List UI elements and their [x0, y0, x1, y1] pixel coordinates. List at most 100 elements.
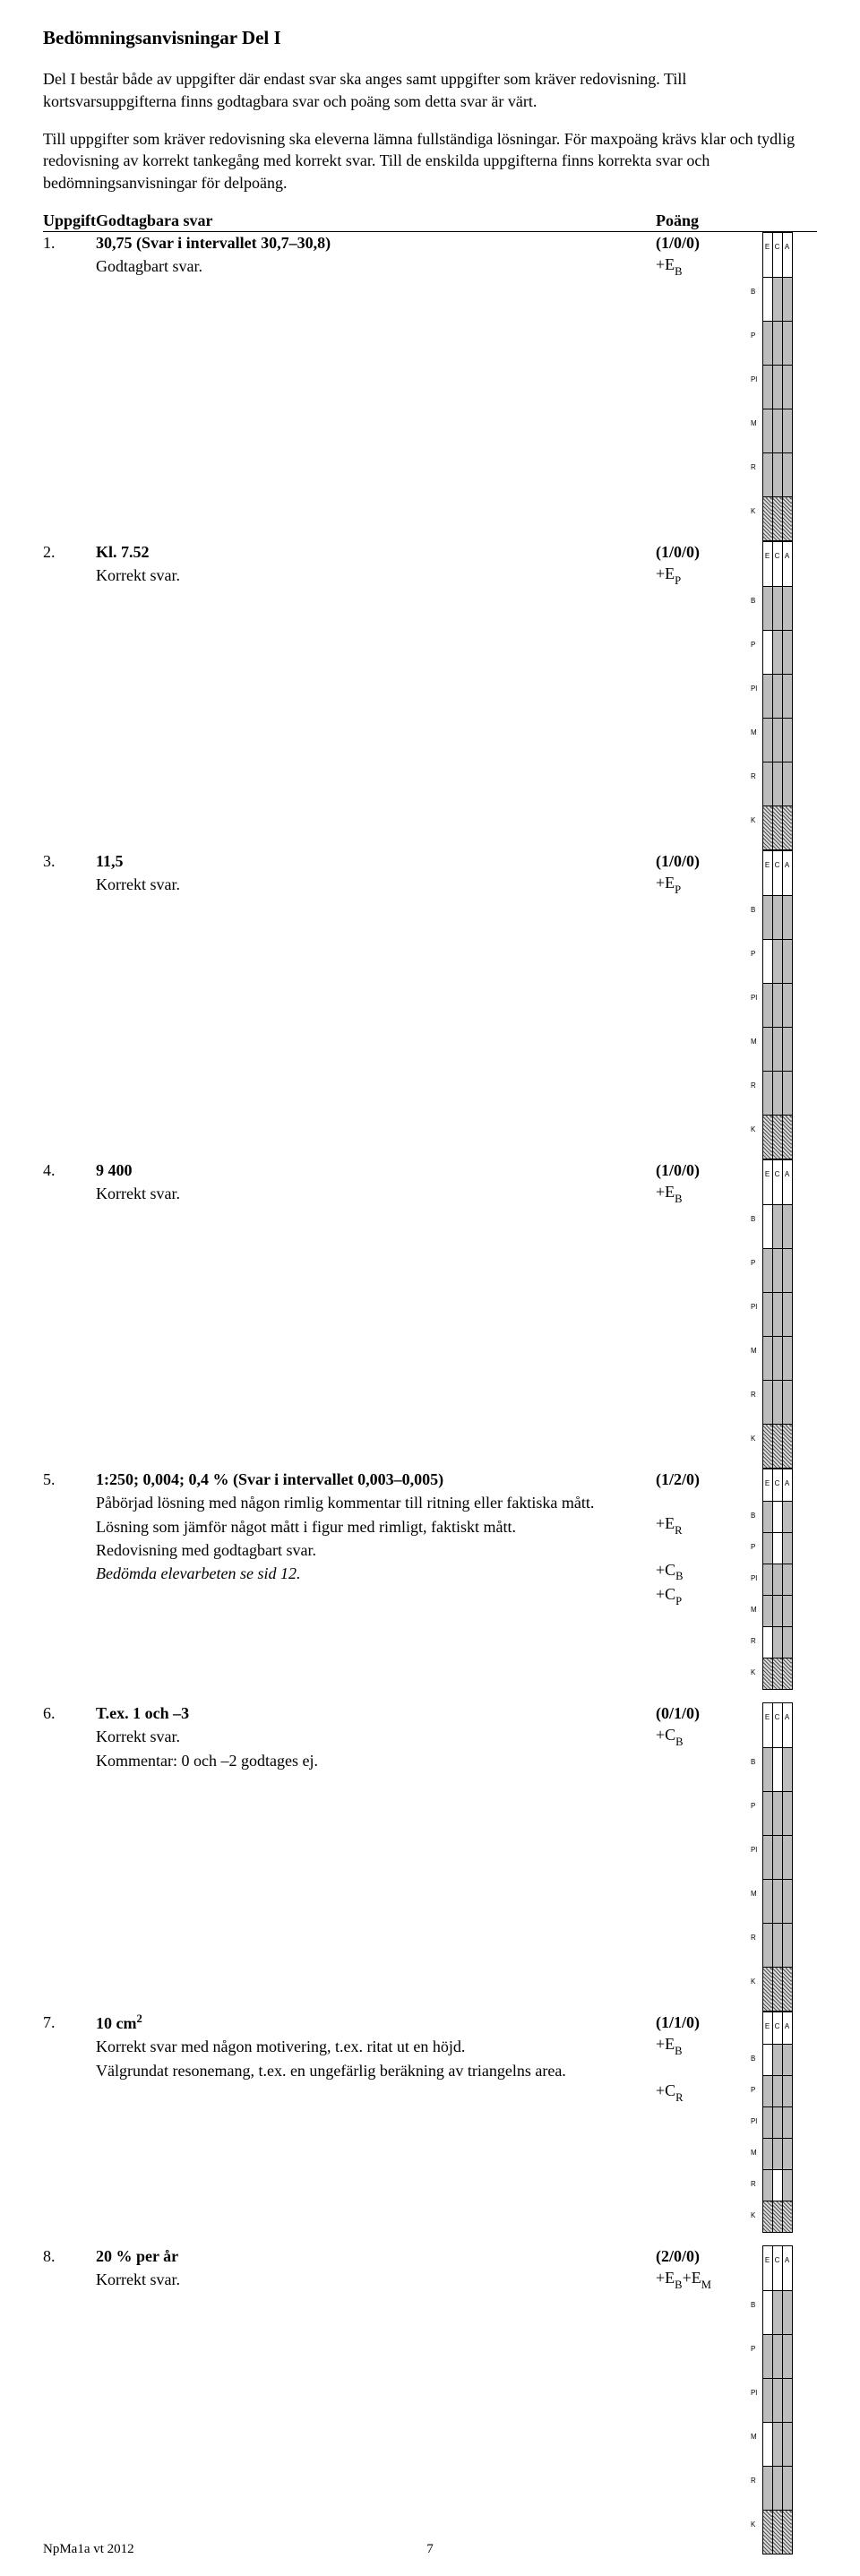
- grid-cell: [762, 2201, 772, 2233]
- grid-cell: [772, 497, 782, 541]
- grid-cell: [772, 1337, 782, 1381]
- grid-rowlabel-P: P: [751, 2076, 762, 2107]
- grid-cell: [772, 2045, 782, 2076]
- grid-head-C: C: [772, 2012, 782, 2045]
- grid-cell: [772, 940, 782, 984]
- grid-cell: [772, 1968, 782, 2012]
- row-num: 5.: [43, 1469, 96, 1702]
- footer-left: NpMa1a vt 2012: [43, 2542, 134, 2556]
- grid-head-A: A: [782, 2246, 792, 2291]
- grid-head-C: C: [772, 851, 782, 896]
- grid-rowlabel-P: P: [751, 1792, 762, 1836]
- grid-cell: [782, 2423, 792, 2467]
- grid-rowlabel-R: R: [751, 453, 762, 497]
- grid-cell: [762, 675, 772, 719]
- grid-rowlabel-P: P: [751, 940, 762, 984]
- grid-cell: [772, 1502, 782, 1533]
- row-grid: ECABPPlMRK: [745, 541, 817, 850]
- grid-rowlabel-B: B: [751, 278, 762, 322]
- task-title: 1:250; 0,004; 0,4 % (Svar i intervallet …: [96, 1469, 656, 1490]
- points-line: +EB: [656, 1181, 745, 1206]
- grid-cell: [782, 1533, 792, 1564]
- grid-cell: [762, 940, 772, 984]
- grid-cell: [772, 1116, 782, 1159]
- intro-para-1: Del I består både av uppgifter där endas…: [43, 68, 817, 112]
- grid-cell: [762, 1658, 772, 1690]
- task-line: Lösning som jämför något mått i figur me…: [96, 1516, 656, 1538]
- grid-cell: [772, 1564, 782, 1596]
- grid-head-E: E: [762, 1160, 772, 1205]
- grid-rowlabel-M: M: [751, 1880, 762, 1924]
- grid-rowlabel-B: B: [751, 1748, 762, 1792]
- grid-cell: [762, 1880, 772, 1924]
- grid-cell: [772, 2170, 782, 2201]
- table-row: 3.11,5Korrekt svar.(1/0/0)+EPECABPPlMRK: [43, 850, 817, 1159]
- th-grid: [745, 210, 817, 232]
- row-task: 1:250; 0,004; 0,4 % (Svar i intervallet …: [96, 1469, 656, 1702]
- grid-rowlabel-M: M: [751, 1337, 762, 1381]
- row-grid: ECABPPlMRK: [745, 850, 817, 1159]
- grid-cell: [782, 2076, 792, 2107]
- grid-head-C: C: [772, 542, 782, 587]
- row-task: 20 % per årKorrekt svar.: [96, 2245, 656, 2554]
- grid-rowlabel-Pl: Pl: [751, 1564, 762, 1596]
- grid-rowlabel-R: R: [751, 1072, 762, 1116]
- row-grid: ECABPPlMRK: [745, 232, 817, 542]
- grid-cell: [762, 2379, 772, 2423]
- task-line: Välgrundat resonemang, t.ex. en ungefärl…: [96, 2060, 656, 2081]
- row-points: (1/1/0)+EB +CR: [656, 2012, 745, 2245]
- grid-cell: [782, 1596, 792, 1627]
- row-task: 9 400Korrekt svar.: [96, 1159, 656, 1469]
- grid-rowlabel-Pl: Pl: [751, 1293, 762, 1337]
- grid-rowlabel-M: M: [751, 409, 762, 453]
- page-title: Bedömningsanvisningar Del I: [43, 25, 817, 50]
- grid-cell: [782, 409, 792, 453]
- grid-cell: [762, 1596, 772, 1627]
- grid-cell: [782, 1205, 792, 1249]
- grid-rowlabel-M: M: [751, 719, 762, 762]
- eca-grid: ECABPPlMRK: [751, 850, 793, 1159]
- grid-cell: [762, 1792, 772, 1836]
- row-task: T.ex. 1 och –3Korrekt svar.Kommentar: 0 …: [96, 1702, 656, 2012]
- grid-cell: [762, 896, 772, 940]
- points-line: [656, 1490, 745, 1512]
- grid-cell: [772, 1792, 782, 1836]
- grid-cell: [772, 675, 782, 719]
- grid-cell: [762, 2139, 772, 2170]
- row-num: 7.: [43, 2012, 96, 2245]
- grid-cell: [782, 1072, 792, 1116]
- grid-cell: [772, 322, 782, 366]
- row-task: 10 cm2Korrekt svar med någon motivering,…: [96, 2012, 656, 2245]
- footer: NpMa1a vt 2012 7: [43, 2540, 817, 2558]
- footer-page-num: 7: [426, 2540, 434, 2558]
- row-num: 4.: [43, 1159, 96, 1469]
- grid-cell: [772, 806, 782, 850]
- grid-rowlabel-R: R: [751, 2170, 762, 2201]
- task-line: Korrekt svar.: [96, 1726, 656, 1747]
- grid-cell: [762, 1627, 772, 1658]
- grid-cell: [762, 1924, 772, 1968]
- points-line: +EP: [656, 563, 745, 588]
- grid-head-C: C: [772, 233, 782, 278]
- row-grid: ECABPPlMRK: [745, 1159, 817, 1469]
- grid-cell: [782, 1502, 792, 1533]
- grid-head-E: E: [762, 851, 772, 896]
- grid-rowlabel-R: R: [751, 2467, 762, 2511]
- grid-head-C: C: [772, 2246, 782, 2291]
- grid-cell: [782, 497, 792, 541]
- table-row: 5.1:250; 0,004; 0,4 % (Svar i intervalle…: [43, 1469, 817, 1702]
- eca-grid: ECABPPlMRK: [751, 232, 793, 541]
- grid-rowlabel-P: P: [751, 1533, 762, 1564]
- grid-cell: [762, 2107, 772, 2139]
- grid-cell: [782, 1381, 792, 1425]
- grid-cell: [772, 1836, 782, 1880]
- grid-cell: [762, 806, 772, 850]
- grid-cell: [762, 1337, 772, 1381]
- row-points: (0/1/0)+CB: [656, 1702, 745, 2012]
- grid-cell: [762, 1836, 772, 1880]
- row-points: (1/0/0)+EB: [656, 1159, 745, 1469]
- table-row: 2.Kl. 7.52Korrekt svar.(1/0/0)+EPECABPPl…: [43, 541, 817, 850]
- grid-cell: [762, 1116, 772, 1159]
- eca-grid: ECABPPlMRK: [751, 2245, 793, 2554]
- grid-cell: [762, 2423, 772, 2467]
